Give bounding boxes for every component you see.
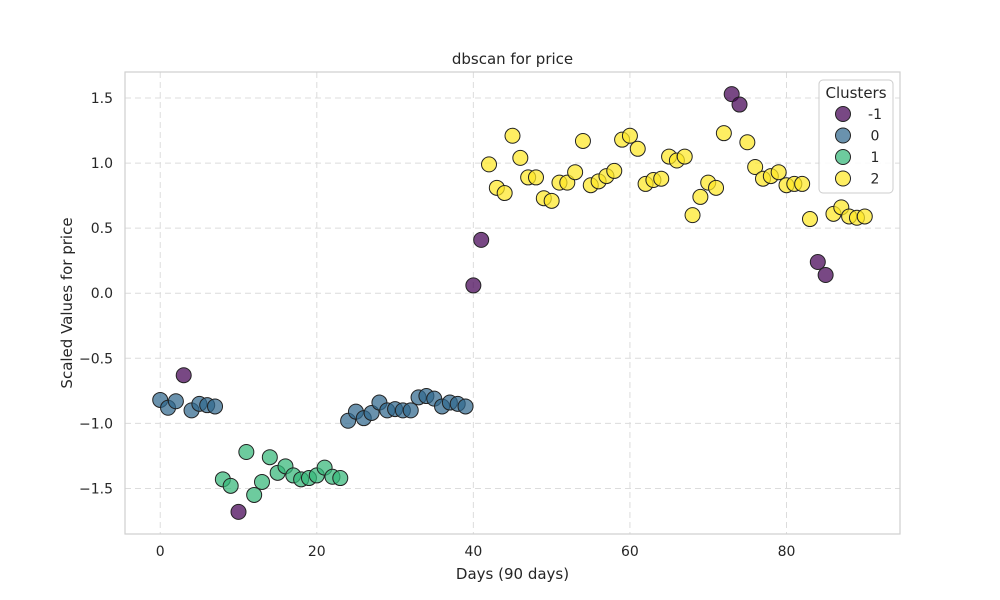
data-point-cluster-2 bbox=[629, 140, 646, 157]
data-point-cluster-2 bbox=[543, 192, 560, 209]
y-tick-label: −1.5 bbox=[79, 481, 113, 497]
legend-marker bbox=[835, 149, 851, 165]
data-point-cluster-2 bbox=[715, 125, 732, 142]
data-point-cluster-2 bbox=[567, 164, 584, 181]
data-point-cluster-2 bbox=[653, 170, 670, 187]
data-point-cluster--1 bbox=[731, 96, 748, 113]
data-point-cluster-2 bbox=[739, 134, 756, 151]
data-point-cluster-2 bbox=[481, 156, 498, 173]
data-point-cluster-0 bbox=[457, 398, 474, 415]
legend-marker bbox=[835, 170, 851, 187]
data-point-cluster-2 bbox=[747, 159, 764, 176]
y-tick-label: 1.0 bbox=[91, 156, 113, 172]
data-point-cluster-2 bbox=[692, 188, 709, 205]
data-point-cluster-1 bbox=[332, 470, 349, 487]
data-point-cluster-1 bbox=[238, 444, 255, 461]
data-point-cluster-2 bbox=[684, 207, 701, 224]
data-point-cluster-2 bbox=[504, 127, 521, 144]
data-point-cluster-2 bbox=[621, 127, 638, 144]
data-point-cluster-2 bbox=[574, 132, 591, 149]
data-point-cluster-2 bbox=[496, 185, 513, 202]
axis-ticks: 0 20 40 60 80 −1.5 −1.0 −0.5 0.0 0.5 1.0 1.5 bbox=[79, 91, 795, 560]
legend-title: Clusters bbox=[825, 84, 886, 102]
data-point-cluster-1 bbox=[222, 477, 239, 494]
data-point-cluster-1 bbox=[261, 449, 278, 466]
y-tick-label: 0.5 bbox=[91, 221, 113, 237]
y-axis-label: Scaled Values for price bbox=[58, 217, 76, 388]
data-point-cluster-2 bbox=[801, 211, 818, 228]
x-tick-label: 20 bbox=[308, 544, 326, 560]
data-point-cluster--1 bbox=[809, 254, 826, 271]
y-tick-label: 0.0 bbox=[91, 286, 113, 302]
legend-items: -1 0 1 2 bbox=[835, 106, 882, 188]
data-point-cluster--1 bbox=[230, 503, 247, 520]
y-tick-label: −1.0 bbox=[79, 416, 113, 432]
y-tick-label: 1.5 bbox=[91, 91, 113, 107]
data-points bbox=[152, 86, 873, 520]
data-point-cluster-2 bbox=[527, 169, 544, 186]
x-axis-label: Days (90 days) bbox=[456, 565, 569, 583]
data-point-cluster-2 bbox=[606, 162, 623, 179]
data-point-cluster-1 bbox=[246, 486, 263, 503]
data-point-cluster-2 bbox=[676, 148, 693, 165]
data-point-cluster-2 bbox=[708, 179, 725, 196]
legend-marker bbox=[835, 127, 851, 144]
y-tick-label: −0.5 bbox=[79, 351, 113, 367]
data-point-cluster-2 bbox=[770, 164, 787, 181]
data-point-cluster-0 bbox=[207, 398, 224, 415]
data-point-cluster-0 bbox=[402, 402, 419, 419]
x-tick-label: 80 bbox=[778, 544, 796, 560]
x-tick-label: 40 bbox=[464, 544, 482, 560]
data-point-cluster-0 bbox=[167, 393, 184, 410]
data-point-cluster-2 bbox=[856, 208, 873, 225]
data-point-cluster-2 bbox=[794, 175, 811, 192]
legend: Clusters -1 0 1 2 bbox=[818, 79, 894, 194]
data-point-cluster-2 bbox=[512, 149, 529, 166]
grid-lines bbox=[125, 72, 900, 534]
legend-label: 0 bbox=[871, 129, 880, 145]
data-point-cluster-1 bbox=[253, 473, 270, 490]
legend-label: 1 bbox=[871, 150, 880, 166]
plot-frame bbox=[124, 71, 901, 535]
x-tick-label: 0 bbox=[156, 544, 165, 560]
legend-marker bbox=[835, 106, 851, 122]
data-point-cluster--1 bbox=[465, 277, 482, 294]
chart-title: dbscan for price bbox=[452, 50, 573, 68]
legend-label: 2 bbox=[871, 172, 880, 188]
data-point-cluster--1 bbox=[175, 367, 192, 384]
data-point-cluster--1 bbox=[473, 231, 490, 248]
x-tick-label: 60 bbox=[621, 544, 639, 560]
data-point-cluster--1 bbox=[817, 267, 834, 284]
legend-label: -1 bbox=[868, 107, 882, 123]
